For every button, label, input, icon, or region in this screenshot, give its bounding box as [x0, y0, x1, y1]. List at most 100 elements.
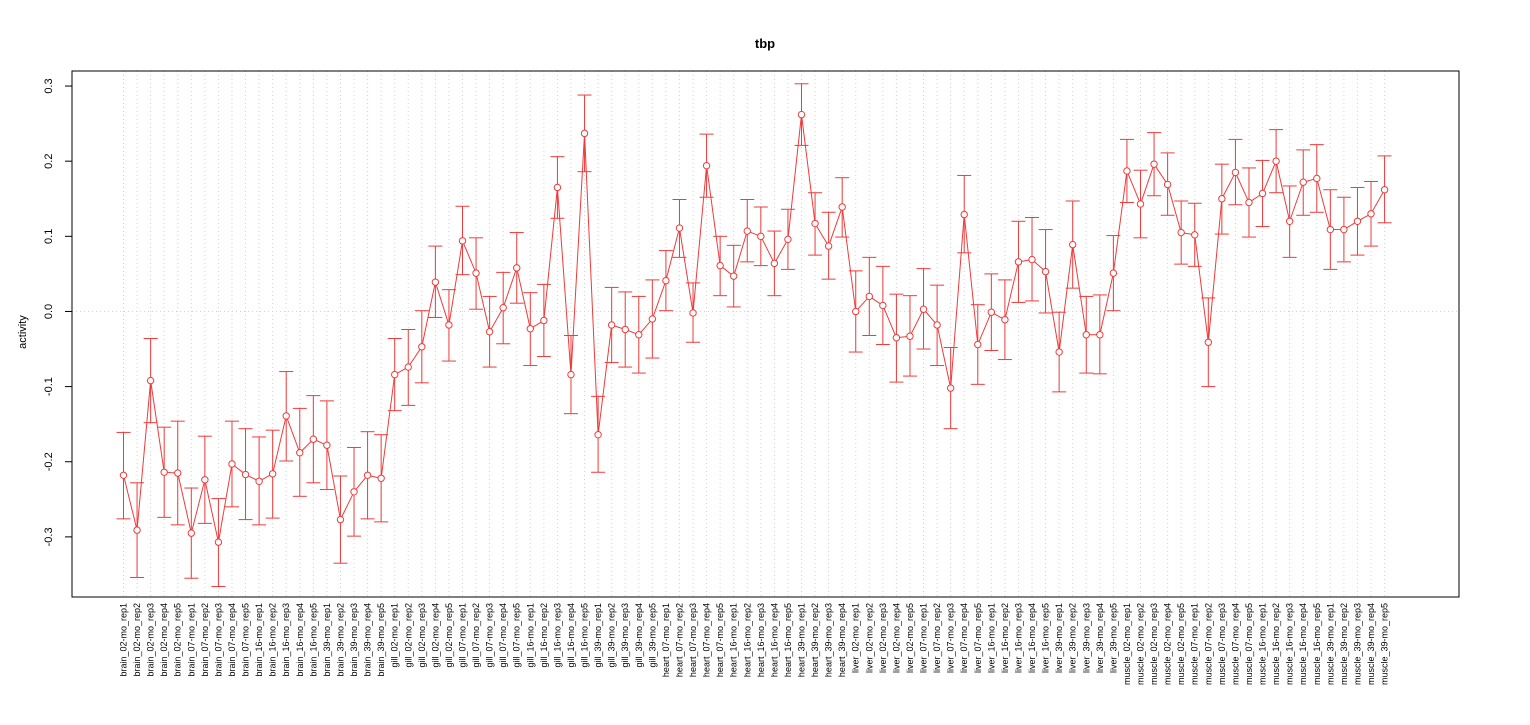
series-line-segment	[615, 326, 622, 328]
data-point	[1083, 332, 1089, 338]
series-line-segment	[1073, 248, 1086, 332]
data-point	[690, 310, 696, 316]
x-tick-label: muscle_07-mo_rep5	[1244, 603, 1254, 685]
x-tick-label: liver_07-mo_rep4	[959, 603, 969, 673]
series-line-segment	[1252, 195, 1260, 200]
data-point	[337, 516, 343, 522]
x-tick-label: liver_02-mo_rep2	[864, 603, 874, 673]
data-point	[500, 305, 506, 311]
data-point	[1178, 229, 1184, 235]
x-tick-label: gill_02-mo_rep5	[444, 603, 454, 668]
data-point	[432, 279, 438, 285]
series-line-segment	[693, 169, 706, 310]
data-point	[744, 228, 750, 234]
series-line-segment	[477, 276, 489, 328]
series-line-segment	[628, 331, 636, 334]
data-point	[1110, 270, 1116, 276]
data-point	[1097, 332, 1103, 338]
data-point	[1151, 161, 1157, 167]
data-point	[134, 527, 140, 533]
x-tick-label: muscle_39-mo_rep4	[1366, 603, 1376, 685]
x-tick-label: heart_16-mo_rep2	[742, 603, 752, 677]
series-line-segment	[410, 349, 420, 364]
data-point	[541, 317, 547, 323]
data-point	[663, 277, 669, 283]
data-point	[242, 471, 248, 477]
series-line-segment	[1060, 248, 1073, 349]
x-tick-label: muscle_07-mo_rep2	[1203, 603, 1213, 685]
y-tick-label: -0.3	[43, 527, 55, 546]
series-line-segment	[397, 369, 405, 373]
data-point	[1002, 317, 1008, 323]
series-line-segment	[1195, 238, 1208, 339]
series-line-segment	[788, 118, 801, 236]
y-tick-label: 0.2	[43, 154, 55, 169]
series-line-segment	[750, 232, 758, 235]
series-line-segment	[517, 271, 529, 326]
x-tick-label: heart_07-mo_rep5	[715, 603, 725, 677]
x-tick-label: muscle_02-mo_rep4	[1163, 603, 1173, 685]
series-line-segment	[1264, 164, 1275, 190]
series-line-segment	[151, 384, 164, 469]
y-axis-label: activity	[17, 315, 29, 349]
data-point	[907, 333, 913, 339]
series-line-segment	[776, 242, 786, 260]
series-line-segment	[1168, 188, 1180, 230]
data-point	[161, 469, 167, 475]
x-tick-label: heart_07-mo_rep1	[661, 603, 671, 677]
data-point	[880, 302, 886, 308]
x-tick-label: liver_07-mo_rep2	[932, 603, 942, 673]
x-tick-label: gill_07-mo_rep1	[458, 603, 468, 668]
x-tick-label: liver_39-mo_rep5	[1108, 603, 1118, 673]
data-point	[1273, 158, 1279, 164]
data-point	[1042, 268, 1048, 274]
x-tick-label: heart_16-mo_rep4	[769, 603, 779, 677]
data-point	[1205, 339, 1211, 345]
series-line-segment	[124, 478, 136, 527]
x-tick-label: gill_39-mo_rep4	[634, 603, 644, 668]
data-point	[947, 385, 953, 391]
x-tick-label: liver_39-mo_rep1	[1054, 603, 1064, 673]
data-point	[459, 238, 465, 244]
x-tick-label: liver_07-mo_rep1	[919, 603, 929, 673]
series-line-segment	[938, 328, 950, 385]
x-tick-label: muscle_02-mo_rep3	[1149, 603, 1159, 685]
x-tick-label: brain_02-mo_rep3	[146, 603, 156, 677]
data-point	[527, 326, 533, 332]
series-line-segment	[994, 314, 1002, 318]
series-line-segment	[707, 169, 720, 263]
data-point	[364, 472, 370, 478]
series-line-segment	[248, 476, 256, 480]
series-line-segment	[1184, 233, 1191, 234]
data-point	[988, 309, 994, 315]
series-line-segment	[206, 483, 218, 539]
x-tick-label: gill_02-mo_rep1	[390, 603, 400, 668]
x-tick-label: heart_07-mo_rep4	[702, 603, 712, 677]
series-line-segment	[327, 448, 339, 516]
data-point	[378, 475, 384, 481]
x-tick-label: muscle_39-mo_rep1	[1325, 603, 1335, 685]
data-point	[473, 270, 479, 276]
x-tick-label: heart_39-mo_rep2	[810, 603, 820, 677]
data-point	[1327, 226, 1333, 232]
x-tick-label: gill_16-mo_rep3	[552, 603, 562, 668]
y-tick-label: -0.1	[43, 377, 55, 396]
x-tick-label: gill_16-mo_rep2	[539, 603, 549, 668]
x-tick-label: liver_02-mo_rep1	[851, 603, 861, 673]
data-point	[1300, 179, 1306, 185]
series-line-segment	[802, 118, 815, 221]
x-tick-label: gill_39-mo_rep2	[607, 603, 617, 668]
data-point	[839, 204, 845, 210]
data-point	[975, 341, 981, 347]
data-point	[1368, 211, 1374, 217]
data-point	[446, 322, 452, 328]
x-tick-label: muscle_16-mo_rep1	[1258, 603, 1268, 685]
data-point	[920, 306, 926, 312]
series-line-segment	[1156, 167, 1166, 182]
x-tick-label: brain_16-mo_rep3	[281, 603, 291, 677]
plot-frame	[72, 71, 1459, 597]
x-tick-label: muscle_02-mo_rep2	[1136, 603, 1146, 685]
data-point	[853, 308, 859, 314]
y-tick-label: 0.0	[43, 304, 55, 319]
